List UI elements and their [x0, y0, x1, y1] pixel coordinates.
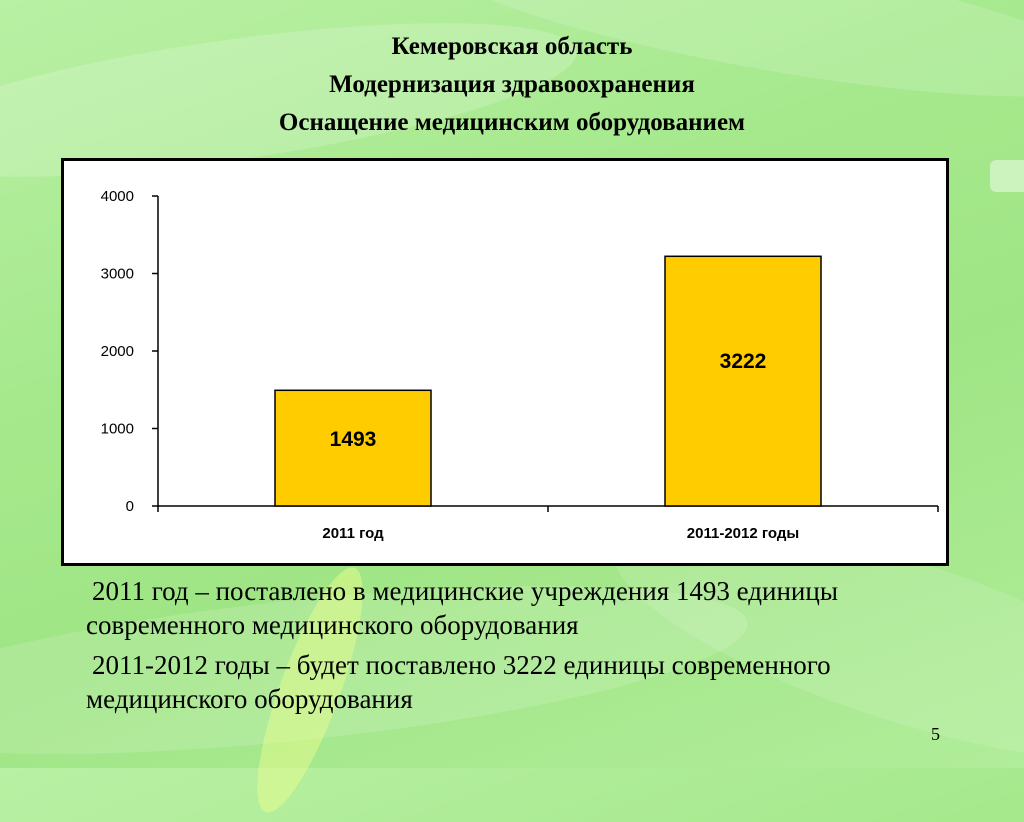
- chart-canvas: 0 1000 2000 3000 4000 1493 2011 год 3222 2011-20…: [101, 188, 939, 542]
- y-tick-label: 1000: [101, 421, 134, 438]
- title-line-2: Модернизация здравоохранения: [329, 71, 695, 98]
- note-2011: 2011 год – поставлено в медицинские учре…: [86, 576, 838, 640]
- slide-title: Кемеровская область Модернизация здравоо…: [0, 28, 1024, 142]
- notes: 2011 год – поставлено в медицинские учре…: [86, 574, 946, 722]
- y-tick-label: 4000: [101, 188, 134, 205]
- data-label: 1493: [330, 428, 377, 451]
- data-label: 3222: [720, 350, 767, 373]
- title-line-3: Оснащение медицинским оборудованием: [278, 109, 746, 136]
- bar-chart: 0 1000 2000 3000 4000 1493 2011 год 3222 2011-20…: [61, 158, 949, 566]
- bar: [274, 389, 432, 507]
- bar: [664, 255, 822, 507]
- x-category-label: 2011-2012 годы: [687, 525, 799, 542]
- decorative-shape: [990, 160, 1024, 192]
- y-tick-label: 0: [126, 498, 134, 515]
- title-line-1: Кемеровская область: [391, 33, 633, 60]
- page-number: 5: [931, 724, 940, 744]
- y-tick-label: 3000: [101, 266, 134, 283]
- note-2011-2012: 2011-2012 годы – будет поставлено 3222 е…: [86, 650, 831, 714]
- y-tick-label: 2000: [101, 343, 134, 360]
- x-category-label: 2011 год: [322, 525, 384, 542]
